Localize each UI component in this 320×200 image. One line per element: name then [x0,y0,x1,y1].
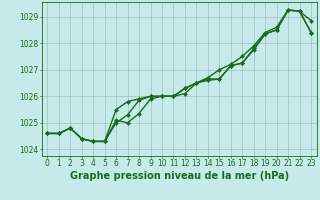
X-axis label: Graphe pression niveau de la mer (hPa): Graphe pression niveau de la mer (hPa) [70,171,289,181]
